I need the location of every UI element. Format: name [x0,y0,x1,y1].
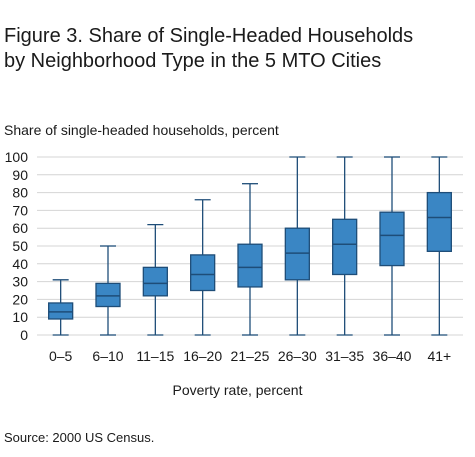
iqr-box [48,302,74,320]
iqr-box [332,218,358,276]
source-note: Source: 2000 US Census. [4,430,155,445]
x-tick-label: 6–10 [92,348,123,364]
box-group [284,156,310,336]
chart-title-line-1: Figure 3. Share of Single-Headed Househo… [4,25,414,47]
y-tick-label: 50 [12,238,28,254]
x-tick-label: 16–20 [183,348,222,364]
iqr-box [142,266,168,297]
box-group [426,156,452,336]
x-tick-label: 36–40 [373,348,412,364]
x-tick-label: 41+ [427,348,451,364]
y-tick-label: 60 [12,220,28,236]
box-group [142,223,168,336]
box-group [379,156,405,336]
y-tick-label: 10 [12,309,28,325]
iqr-box [379,211,405,267]
y-tick-label: 80 [12,185,28,201]
x-axis-label: Poverty rate, percent [172,382,303,398]
x-tick-label: 0–5 [49,348,73,364]
y-tick-label: 0 [20,327,28,343]
y-tick-label: 70 [12,202,28,218]
chart-title: Figure 3. Share of Single-Headed Househo… [4,24,413,74]
box-group [237,183,263,336]
iqr-box [95,282,121,308]
x-tick-label: 26–30 [278,348,317,364]
y-tick-label: 20 [12,291,28,307]
y-tick-label: 90 [12,167,28,183]
x-tick-label: 11–15 [136,348,174,364]
box-group [190,199,216,336]
x-tick-label: 31–35 [325,348,364,364]
box-group [48,279,74,336]
iqr-box [190,254,216,292]
y-tick-label: 40 [12,256,28,272]
x-tick-label: 21–25 [231,348,270,364]
iqr-box [237,243,263,288]
iqr-box [426,191,452,252]
y-tick-label: 30 [12,274,28,290]
box-group [95,245,121,336]
y-axis-label: Share of single-headed households, perce… [4,122,279,138]
chart-title-line-2: by Neighborhood Type in the 5 MTO Cities [4,50,382,72]
box-group [332,156,358,336]
y-tick-label: 100 [5,149,29,165]
iqr-box [284,227,310,281]
x-tick-labels: 0–5 6–10 11–15 16–20 21–25 26–30 31–35 36–40 41+ [49,348,451,364]
boxes [48,156,452,336]
